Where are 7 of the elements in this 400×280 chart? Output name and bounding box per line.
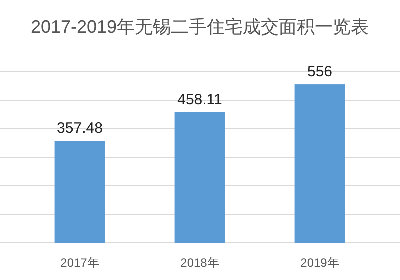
data-label: 556 (307, 64, 333, 81)
data-label: 357.48 (57, 120, 103, 138)
title: 2017-2019年无锡二手住宅成交面积一览表 (30, 17, 370, 37)
x-tick-label: 2018年 (180, 256, 220, 270)
data-label: 458.11 (178, 91, 222, 108)
x-tick-label: 2019年 (300, 256, 340, 270)
x-tick-label: 2017年 (60, 256, 100, 270)
